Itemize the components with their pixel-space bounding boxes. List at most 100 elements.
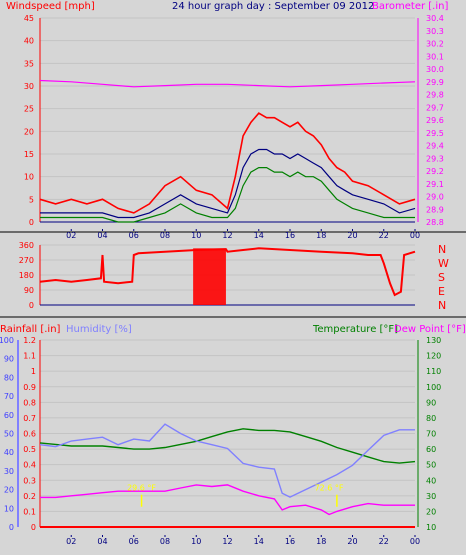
baro-ytick-28.9: 28.9: [426, 205, 444, 214]
baro-ytick-29.9: 29.9: [426, 78, 444, 87]
temp-ytick-80: 80: [426, 414, 436, 423]
rain-ytick-0.1: 0.1: [23, 507, 36, 516]
series-wind-2: [40, 167, 415, 223]
baro-ytick-28.8: 28.8: [426, 218, 444, 227]
windspeed-axis-title: Windspeed [mph]: [6, 1, 95, 12]
dir-letter-0: N: [438, 243, 446, 256]
baro-ytick-29.3: 29.3: [426, 154, 444, 163]
humidity-ytick-100: 100: [0, 336, 14, 345]
temp-ytick-100: 100: [426, 383, 441, 392]
dir-ytick-180: 180: [19, 271, 34, 280]
wind-ytick-40: 40: [24, 37, 34, 46]
rain-ytick-0.4: 0.4: [23, 461, 36, 470]
rain-ytick-0.2: 0.2: [23, 492, 36, 501]
env-xtick-06: 06: [129, 537, 139, 546]
rainfall-axis-title: Rainfall [.in]: [0, 324, 61, 335]
wind-xtick-02: 02: [66, 231, 76, 240]
wind-xtick-06: 06: [129, 231, 139, 240]
graph-title: 24 hour graph day : September 09 2012: [172, 1, 374, 12]
wind-ytick-0: 0: [29, 218, 34, 227]
baro-ytick-29.5: 29.5: [426, 129, 444, 138]
temp-ytick-10: 10: [426, 523, 436, 532]
baro-ytick-30.4: 30.4: [426, 14, 444, 23]
humidity-ytick-0: 0: [9, 523, 14, 532]
dir-letter-1: W: [438, 257, 449, 270]
env-xtick-02: 02: [66, 537, 76, 546]
rain-ytick-1.2: 1.2: [23, 336, 36, 345]
dir-ytick-0: 0: [29, 301, 34, 310]
temp-ytick-90: 90: [426, 398, 436, 407]
wind-xtick-20: 20: [347, 231, 357, 240]
series-layer: [39, 79, 416, 528]
humidity-ytick-10: 10: [4, 504, 14, 513]
humidity-ytick-20: 20: [4, 486, 14, 495]
baro-ytick-30.3: 30.3: [426, 27, 444, 36]
env-xtick-14: 14: [254, 537, 264, 546]
humidity-ytick-50: 50: [4, 430, 14, 439]
wind-xtick-22: 22: [379, 231, 389, 240]
rain-ytick-0: 0: [31, 523, 36, 532]
baro-ytick-29: 29.0: [426, 193, 444, 202]
baro-ytick-30.2: 30.2: [426, 40, 444, 49]
dewpoint-axis-title: Dew Point [°F]: [394, 324, 466, 335]
wind-xtick-14: 14: [254, 231, 264, 240]
wind-xtick-08: 08: [160, 231, 170, 240]
env-xtick-10: 10: [191, 537, 201, 546]
wind-ytick-25: 25: [24, 105, 34, 114]
env-xtick-22: 22: [379, 537, 389, 546]
humidity-ytick-90: 90: [4, 355, 14, 364]
wind-ytick-20: 20: [24, 127, 34, 136]
env-xtick-08: 08: [160, 537, 170, 546]
series-humidity: [39, 423, 415, 498]
wind-xtick-00: 00: [410, 231, 420, 240]
series-direction-variable-block: [193, 248, 226, 305]
series-wind-direction: [39, 247, 416, 297]
temp-ytick-20: 20: [426, 507, 436, 516]
humidity-axis-title: Humidity [%]: [66, 324, 132, 335]
humidity-ytick-80: 80: [4, 373, 14, 382]
wind-ytick-30: 30: [24, 82, 34, 91]
env-xtick-20: 20: [347, 537, 357, 546]
dir-letter-2: S: [438, 271, 445, 284]
rain-ytick-1.1: 1.1: [23, 352, 36, 361]
wind-ytick-5: 5: [29, 195, 34, 204]
dir-letter-3: E: [438, 285, 445, 298]
wind-ytick-15: 15: [24, 150, 34, 159]
rain-ytick-0.6: 0.6: [23, 430, 36, 439]
baro-ytick-29.1: 29.1: [426, 180, 444, 189]
labels-layer: 05101520253035404528.828.929.029.129.229…: [0, 14, 444, 546]
humidity-ytick-60: 60: [4, 411, 14, 420]
rain-ytick-0.3: 0.3: [23, 476, 36, 485]
baro-ytick-29.4: 29.4: [426, 142, 444, 151]
baro-ytick-29.8: 29.8: [426, 91, 444, 100]
rain-ytick-0.5: 0.5: [23, 445, 36, 454]
env-xtick-12: 12: [222, 537, 232, 546]
dir-ytick-90: 90: [24, 286, 34, 295]
humidity-ytick-70: 70: [4, 392, 14, 401]
rain-ytick-0.9: 0.9: [23, 383, 36, 392]
env-xtick-00: 00: [410, 537, 420, 546]
series-dewpoint: [40, 484, 415, 516]
dir-ytick-360: 360: [19, 241, 34, 250]
temp-ytick-120: 120: [426, 352, 441, 361]
humidity-ytick-30: 30: [4, 467, 14, 476]
env-xtick-18: 18: [316, 537, 326, 546]
wind-ytick-45: 45: [24, 14, 34, 23]
env-xtick-04: 04: [97, 537, 107, 546]
temp-ytick-50: 50: [426, 461, 436, 470]
baro-ytick-29.7: 29.7: [426, 103, 444, 112]
series-temperature: [39, 428, 416, 464]
series-wind-1: [40, 148, 416, 219]
wind-xtick-16: 16: [285, 231, 295, 240]
rain-ytick-0.7: 0.7: [23, 414, 36, 423]
baro-ytick-30: 30.0: [426, 65, 444, 74]
wind-xtick-04: 04: [97, 231, 107, 240]
series-barometer: [39, 79, 416, 88]
temp-ytick-30: 30: [426, 492, 436, 501]
temperature-axis-title: Temperature [°F]: [312, 324, 398, 335]
wind-xtick-10: 10: [191, 231, 201, 240]
temp-ytick-130: 130: [426, 336, 441, 345]
